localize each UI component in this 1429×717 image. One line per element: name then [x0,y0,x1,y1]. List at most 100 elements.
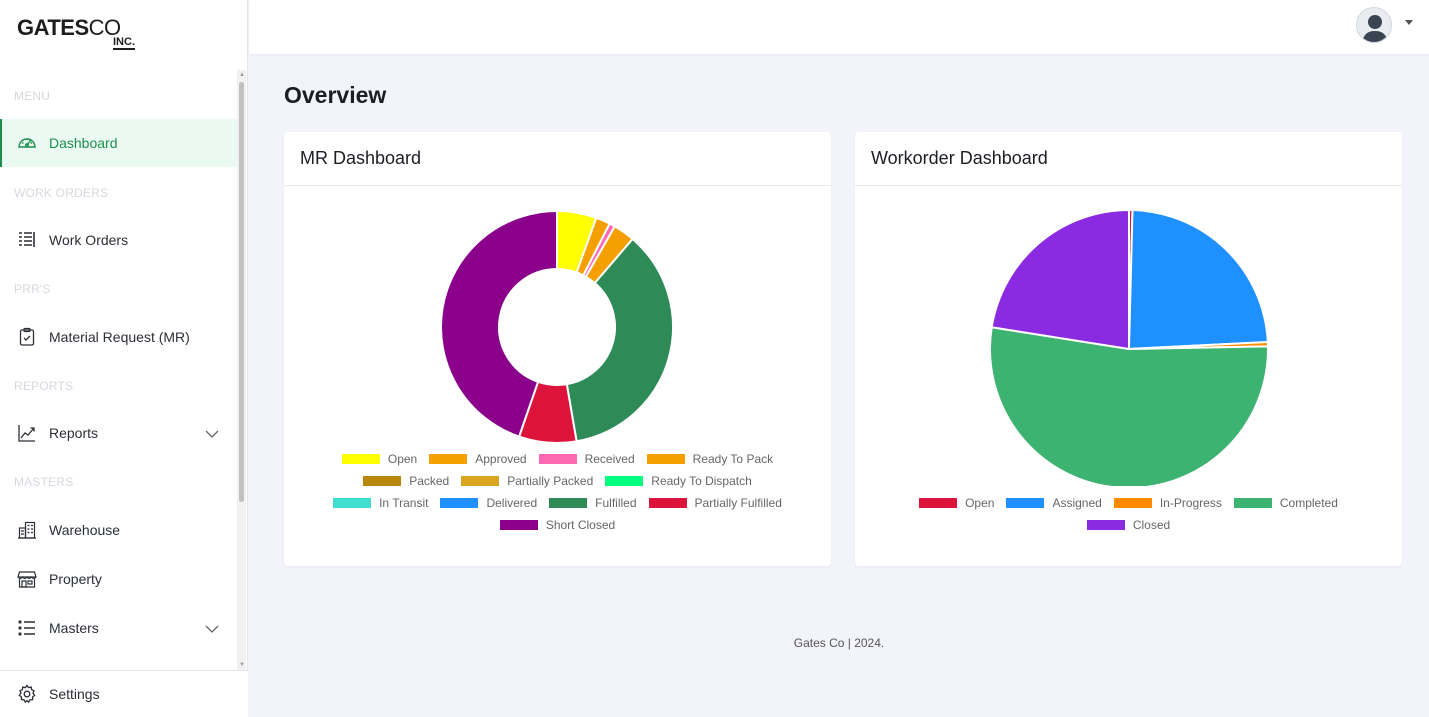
mr-legend-item[interactable]: Packed [363,474,449,488]
workorder-dashboard-title: Workorder Dashboard [855,132,1402,186]
top-bar [249,0,1429,54]
scrollbar-thumb[interactable] [239,82,244,502]
legend-label: Fulfilled [595,496,637,510]
section-title-masters: MASTERS [14,475,74,489]
mr-legend-item[interactable]: Short Closed [499,518,616,532]
mr-legend-item[interactable]: Delivered [440,496,537,510]
workorder-legend-item[interactable]: Open [919,496,994,510]
legend-label: In Transit [379,496,429,510]
legend-label: In-Progress [1159,496,1222,510]
buildings-icon [17,520,37,540]
legend-row: Closed [855,514,1402,536]
workorder-pie-chart [989,208,1269,486]
sidebar-item-label: Work Orders [49,232,129,248]
legend-swatch [605,476,644,486]
sidebar-item-masters[interactable]: Masters [0,604,237,652]
sidebar-item-label: Masters [49,620,99,636]
mr-legend-item[interactable]: Partially Packed [461,474,593,488]
legend-label: Short Closed [545,518,616,532]
workorder-dashboard-card: Workorder Dashboard Open Assigned In-Progr… [855,132,1402,566]
mr-slice-fulfilled[interactable] [565,237,674,443]
sidebar-menu: MENU Dashboard WORK ORDERS Work Orders P… [0,70,248,670]
section-title-prrs: PRR'S [14,282,51,296]
sidebar-item-settings[interactable]: Settings [0,670,248,717]
legend-swatch [538,454,577,464]
workorder-legend-item[interactable]: Assigned [1006,496,1102,510]
legend-label: Open [387,452,418,466]
mr-slice-short-closed[interactable] [440,209,558,438]
mr-dashboard-title: MR Dashboard [284,132,831,186]
workorder-slice-closed[interactable] [990,208,1130,351]
legend-swatch [333,498,372,508]
user-avatar[interactable] [1356,7,1392,43]
section-title-work-orders: WORK ORDERS [14,186,109,200]
sidebar-item-warehouse[interactable]: Warehouse [0,506,237,554]
mr-legend-item[interactable]: Received [538,452,635,466]
workorder-chart-legend: Open Assigned In-Progress Completed Closed [855,492,1402,536]
legend-row: Open Approved Received Ready To Pack [284,448,831,470]
gear-icon [17,684,37,704]
legend-swatch [646,454,685,464]
brand-line1-light: CO [88,15,122,40]
sidebar: GATESCO INC. MENU Dashboard WORK ORDERS … [0,0,248,717]
user-silhouette-icon [1362,15,1388,42]
legend-row: Packed Partially Packed Ready To Dispatch [284,470,831,492]
legend-swatch [549,498,588,508]
mr-legend-item[interactable]: Ready To Dispatch [605,474,752,488]
workorder-legend-item[interactable]: Closed [1086,518,1171,532]
legend-swatch [440,498,479,508]
mr-legend-item[interactable]: Approved [429,452,527,466]
scroll-up-arrow-icon[interactable]: ▲ [239,72,245,78]
brand-line2: INC. [113,36,135,50]
brand-line1-bold: GATES [17,15,89,40]
legend-label: Assigned [1052,496,1102,510]
legend-row: Open Assigned In-Progress Completed [855,492,1402,514]
sidebar-item-property[interactable]: Property [0,555,237,603]
legend-swatch [1006,498,1045,508]
section-title-reports: REPORTS [14,379,74,393]
mr-legend-item[interactable]: Ready To Pack [646,452,774,466]
legend-swatch [919,498,958,508]
mr-chart-legend: Open Approved Received Ready To Pack Packed P… [284,448,831,536]
sidebar-item-label: Dashboard [49,135,118,151]
workorder-legend-item[interactable]: Completed [1233,496,1338,510]
sidebar-item-work-orders[interactable]: Work Orders [0,216,237,264]
speedometer-icon [17,133,37,153]
user-menu-caret-icon[interactable] [1405,20,1413,25]
legend-swatch [499,520,538,530]
sidebar-scrollbar[interactable]: ▲ ▼ [237,70,246,670]
legend-swatch [1113,498,1152,508]
storefront-icon [17,569,37,589]
sidebar-item-dashboard[interactable]: Dashboard [0,119,237,167]
mr-doughnut-chart [440,209,674,444]
mr-legend-item[interactable]: In Transit [333,496,428,510]
scroll-down-arrow-icon[interactable]: ▼ [239,662,245,668]
legend-label: Partially Packed [507,474,594,488]
legend-row: Short Closed [284,514,831,536]
footer-copyright: Gates Co | 2024. [793,636,885,650]
mr-legend-item[interactable]: Open [341,452,418,466]
mr-legend-item[interactable]: Partially Fulfilled [648,496,782,510]
list-bullets-icon [17,618,37,638]
workorder-slice-assigned[interactable] [1127,209,1269,351]
legend-label: Ready To Pack [692,452,774,466]
legend-label: Open [965,496,995,510]
workorder-legend-item[interactable]: In-Progress [1113,496,1222,510]
legend-label: Packed [409,474,450,488]
legend-swatch [429,454,468,464]
legend-swatch [1233,498,1272,508]
sidebar-item-material-request[interactable]: Material Request (MR) [0,313,237,361]
workorder-slice-completed[interactable] [989,326,1269,486]
legend-swatch [363,476,402,486]
mr-legend-item[interactable]: Fulfilled [549,496,637,510]
brand-logo[interactable]: GATESCO INC. [17,17,147,53]
sidebar-item-label: Material Request (MR) [49,329,190,345]
sidebar-item-reports[interactable]: Reports [0,409,237,457]
legend-swatch [461,476,500,486]
chevron-down-icon[interactable] [205,426,219,442]
legend-swatch [1086,520,1125,530]
legend-label: Closed [1132,518,1171,532]
mr-dashboard-card: MR Dashboard Open Approved Received Ready T… [284,132,831,566]
chevron-down-icon[interactable] [205,621,219,637]
list-lines-icon [17,230,37,250]
